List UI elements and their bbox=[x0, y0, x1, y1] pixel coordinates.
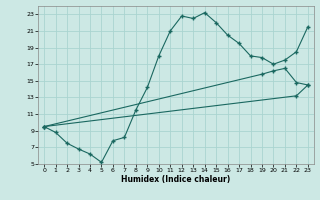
X-axis label: Humidex (Indice chaleur): Humidex (Indice chaleur) bbox=[121, 175, 231, 184]
